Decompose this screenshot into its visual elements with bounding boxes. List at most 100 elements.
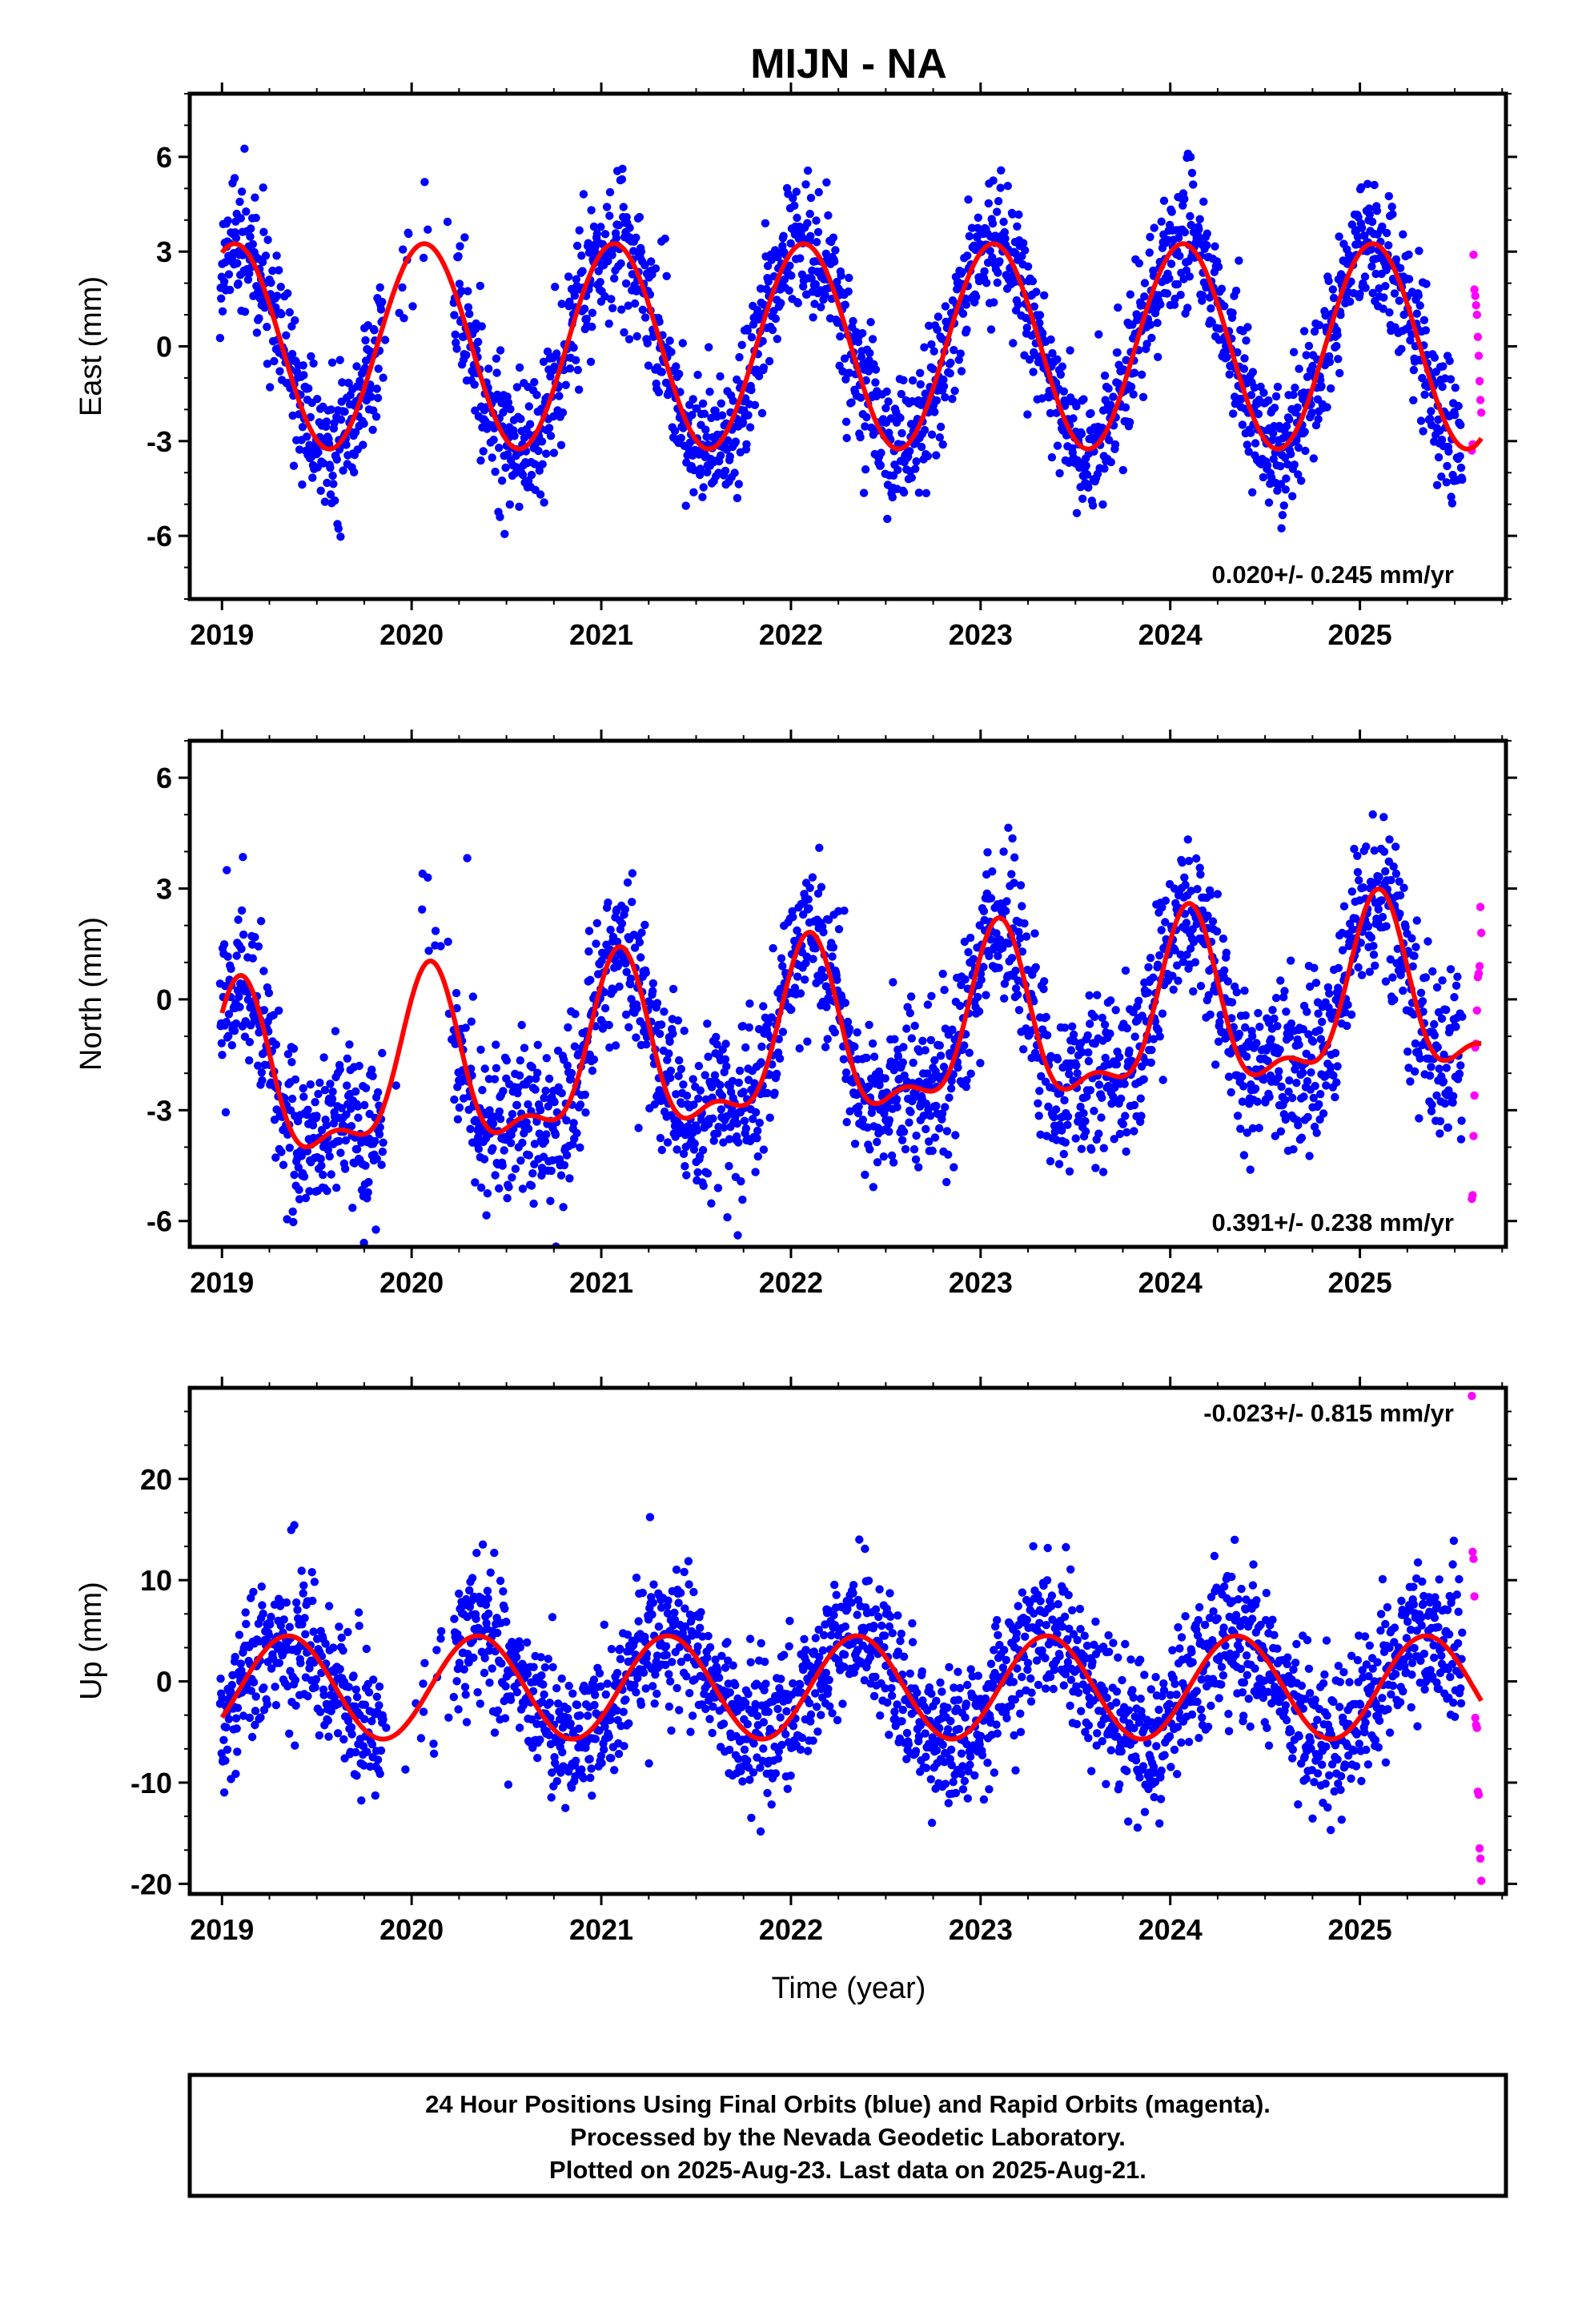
east-final-point <box>1287 449 1295 459</box>
north-final-point <box>1275 1067 1283 1076</box>
up-final-point <box>259 1609 267 1618</box>
north-final-point <box>1381 977 1391 986</box>
north-final-point <box>1233 1112 1243 1120</box>
north-final-point <box>887 1151 897 1160</box>
north-final-point <box>880 1109 889 1118</box>
east-final-point <box>888 493 897 502</box>
east-final-point <box>1293 403 1302 412</box>
north-final-point <box>843 1017 853 1027</box>
north-final-point <box>1255 1124 1263 1132</box>
north-final-point <box>518 1184 528 1193</box>
east-final-point <box>803 219 812 227</box>
east-final-point <box>1264 396 1273 405</box>
east-final-point <box>939 382 949 391</box>
east-final-point <box>1035 319 1044 328</box>
north-final-point <box>759 1145 769 1154</box>
north-final-point <box>719 1138 728 1147</box>
north-final-point <box>1016 934 1025 943</box>
north-final-point <box>961 975 970 984</box>
north-final-point <box>295 1195 304 1204</box>
north-final-point <box>500 1146 508 1155</box>
north-final-point <box>753 1126 762 1136</box>
north-final-point <box>690 1139 699 1148</box>
east-final-point <box>790 201 799 210</box>
east-final-point <box>702 432 711 441</box>
east-final-point <box>1370 180 1379 190</box>
north-final-point <box>1219 934 1228 943</box>
north-final-point <box>450 1095 459 1104</box>
east-final-point <box>882 387 891 396</box>
up-final-point <box>315 1707 325 1716</box>
north-final-point <box>221 1108 231 1117</box>
east-final-point <box>1178 201 1187 210</box>
east-final-point <box>308 473 317 482</box>
north-final-point <box>1158 1076 1167 1084</box>
north-final-point <box>804 895 813 904</box>
east-final-point <box>496 346 505 355</box>
east-final-point <box>916 368 925 377</box>
north-final-point <box>564 1023 572 1032</box>
north-final-point <box>476 1045 485 1055</box>
up-final-point <box>266 1620 275 1629</box>
east-final-point <box>1156 300 1165 309</box>
north-final-point <box>863 1123 872 1132</box>
east-final-point <box>1180 227 1190 237</box>
north-final-point <box>1094 1080 1104 1089</box>
east-final-point <box>307 352 315 361</box>
north-final-point <box>234 915 243 924</box>
north-final-point <box>982 991 990 999</box>
east-final-point <box>625 223 634 232</box>
north-final-point <box>1018 902 1026 911</box>
north-final-point <box>1051 1105 1061 1114</box>
east-final-point <box>1368 288 1377 298</box>
north-final-point <box>495 1107 504 1116</box>
east-plot-area <box>215 144 1486 541</box>
north-final-point <box>1073 1069 1082 1078</box>
north-final-point <box>632 1003 641 1013</box>
north-final-point <box>1195 863 1204 872</box>
north-final-point <box>1430 1019 1439 1029</box>
north-final-point <box>689 1075 697 1084</box>
north-final-point <box>770 1088 779 1097</box>
east-final-point <box>1058 362 1067 371</box>
east-final-point <box>936 422 946 432</box>
east-final-point <box>1336 311 1345 320</box>
east-final-point <box>218 307 227 316</box>
east-rapid-point <box>1477 408 1486 417</box>
east-final-point <box>1145 248 1154 257</box>
north-final-point <box>897 1136 907 1145</box>
north-final-point <box>331 1027 340 1035</box>
east-final-point <box>242 207 251 216</box>
east-final-point <box>982 279 991 287</box>
east-final-point <box>681 501 690 510</box>
east-final-point <box>580 304 589 313</box>
east-final-point <box>1443 461 1452 471</box>
north-final-point <box>327 1170 335 1179</box>
east-final-point <box>552 349 561 358</box>
east-final-point <box>777 299 785 308</box>
east-final-point <box>689 488 698 497</box>
east-final-point <box>917 442 926 452</box>
north-final-point <box>830 1028 840 1037</box>
east-x-tick-label: 2024 <box>1138 618 1203 651</box>
east-final-point <box>994 197 1003 206</box>
north-final-point <box>775 1054 785 1063</box>
east-rate-label: 0.020+/- 0.245 mm/yr <box>1212 561 1454 589</box>
east-final-point <box>1021 246 1030 255</box>
east-final-point <box>1314 415 1323 424</box>
east-final-point <box>803 166 813 175</box>
east-final-point <box>1302 351 1311 360</box>
east-final-point <box>661 234 669 243</box>
east-final-point <box>1281 485 1291 494</box>
north-final-point <box>1061 1138 1070 1147</box>
east-final-point <box>1118 465 1128 475</box>
north-final-point <box>938 969 947 979</box>
east-final-point <box>761 219 770 227</box>
north-final-point <box>962 1083 971 1092</box>
north-final-point <box>1289 1145 1298 1154</box>
east-final-point <box>516 414 525 424</box>
east-final-point <box>1157 217 1166 226</box>
north-final-point <box>1452 981 1461 991</box>
east-final-point <box>1333 331 1342 340</box>
north-final-point <box>669 1029 677 1039</box>
